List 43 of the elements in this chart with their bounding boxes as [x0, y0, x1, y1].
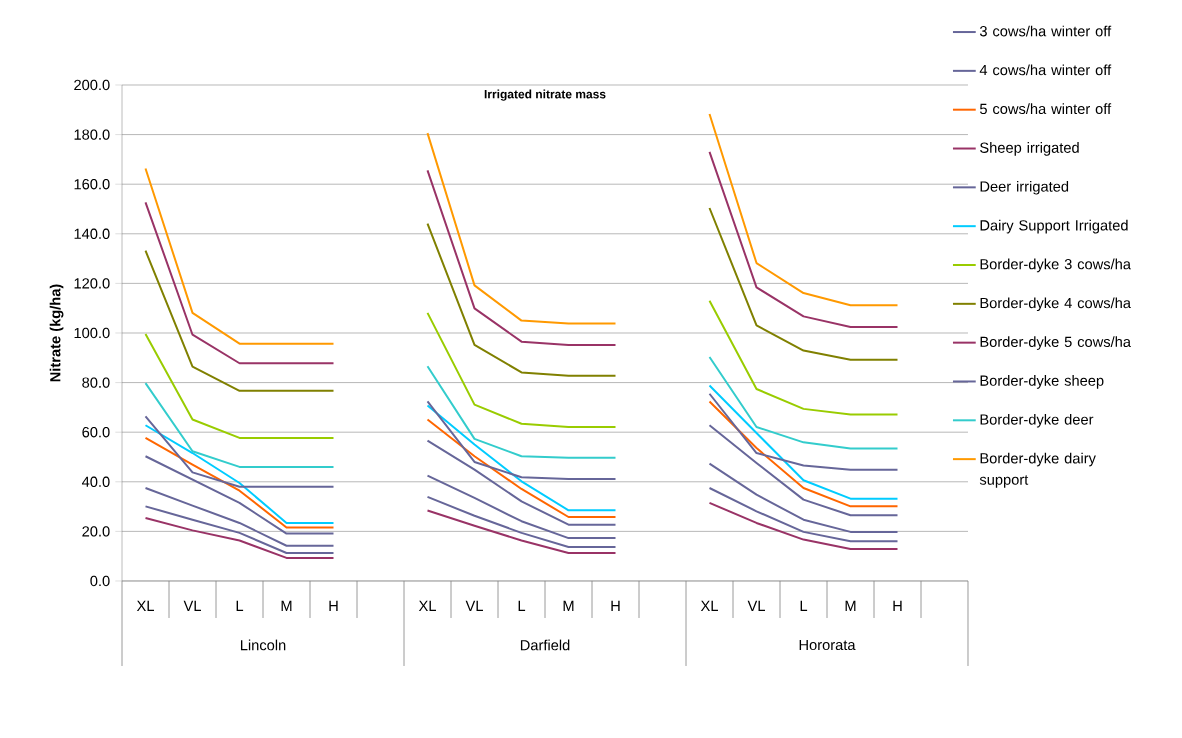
legend-label: 4 cows/ha winter off: [979, 64, 1112, 76]
x-tick-label: VL: [747, 600, 765, 611]
y-tick-label: 80.0: [82, 377, 110, 388]
y-tick-label: 160.0: [74, 179, 110, 190]
y-tick-label: 120.0: [74, 278, 110, 289]
x-tick-label: H: [329, 600, 338, 611]
text: Darfield: [520, 639, 570, 651]
y-tick-label: 140.0: [74, 228, 110, 239]
y-tick-label: 100.0: [74, 327, 110, 339]
x-tick-label: XL: [418, 600, 436, 611]
legend-label: Border-dyke 3 cows/ha: [980, 258, 1131, 273]
x-tick-label: M: [845, 600, 856, 611]
x-tick-label: L: [800, 600, 808, 611]
y-tick-label: 180.0: [74, 129, 110, 140]
legend-label: Sheep irrigated: [980, 142, 1079, 156]
legend-label: 5 cows/ha winter off: [979, 103, 1112, 115]
legend-label: Border-dyke 4 cows/ha: [980, 297, 1131, 312]
x-tick-label: VL: [183, 600, 201, 611]
y-axis-title: Nitrate (kg/ha): [49, 284, 64, 382]
legend-label: Border-dyke dairy support: [979, 452, 1096, 488]
x-tick-label: XL: [136, 600, 154, 611]
y-tick-label: 20.0: [82, 526, 110, 537]
y-tick-label: 40.0: [81, 476, 110, 487]
text: Hororata: [799, 639, 856, 651]
x-tick-label: VL: [465, 600, 483, 611]
x-tick-label: L: [518, 600, 526, 611]
x-tick-label: L: [236, 600, 244, 611]
x-tick-label: H: [611, 600, 620, 611]
x-tick-label: M: [563, 600, 574, 611]
chart-title: Irrigated nitrate mass: [484, 89, 606, 101]
legend-label: 3 cows/ha winter off: [979, 25, 1112, 37]
y-tick-label: 60.0: [82, 427, 110, 438]
y-tick-label: 200.0: [74, 79, 110, 91]
legend-label: Dairy Support Irrigated: [980, 219, 1128, 234]
x-tick-label: XL: [700, 600, 718, 611]
y-tick-label: 0.0: [90, 575, 110, 587]
legend-label: Border-dyke sheep: [980, 375, 1104, 389]
text: Lincoln: [240, 639, 286, 651]
legend-label: Deer irrigated: [980, 180, 1069, 195]
x-tick-label: H: [893, 600, 902, 611]
x-tick-label: M: [281, 600, 292, 611]
legend-label: Border-dyke 5 cows/ha: [980, 336, 1131, 350]
legend-label: Border-dyke deer: [980, 413, 1094, 428]
